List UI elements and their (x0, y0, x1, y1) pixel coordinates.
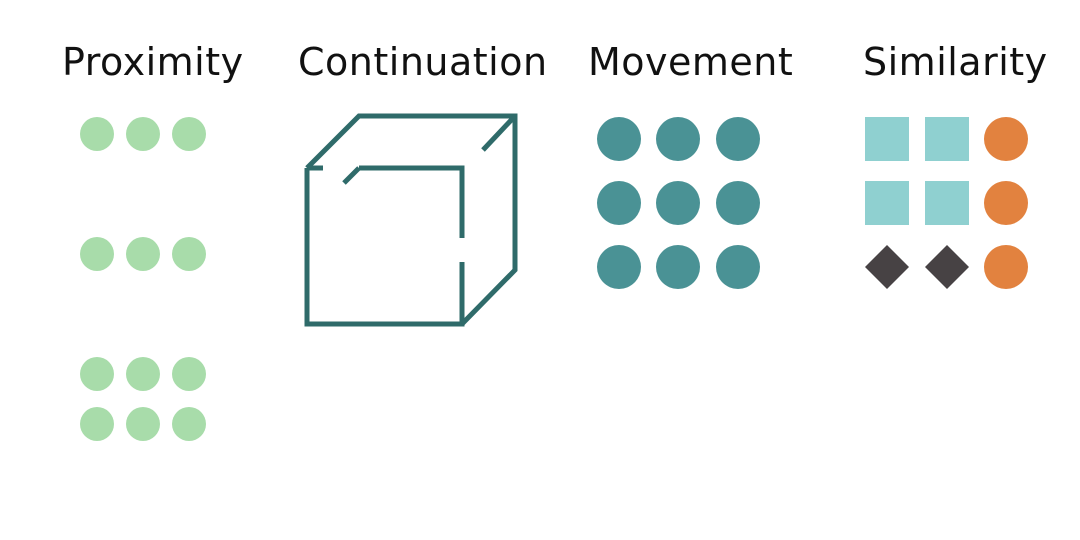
proximity-dot (80, 357, 114, 391)
proximity-title: Proximity (62, 40, 244, 84)
movement-dot (716, 117, 760, 161)
movement-dot (716, 245, 760, 289)
proximity-dot (80, 117, 114, 151)
proximity-dot (172, 357, 206, 391)
proximity-dot (126, 117, 160, 151)
similarity-square (865, 181, 909, 225)
movement-dot-grid (597, 117, 760, 289)
similarity-circle (984, 181, 1028, 225)
continuation-title: Continuation (298, 40, 548, 84)
cube-inner-edge (342, 166, 361, 185)
proximity-dot (172, 407, 206, 441)
similarity-square (925, 181, 969, 225)
proximity-row-group-2 (80, 237, 206, 271)
cube-front-edge (304, 168, 465, 327)
proximity-dot (172, 117, 206, 151)
movement-dot (656, 117, 700, 161)
similarity-diamond (925, 245, 969, 289)
cube-inner-edge (481, 114, 517, 152)
similarity-circle (984, 245, 1028, 289)
continuation-cube (304, 113, 518, 327)
movement-dot (597, 245, 641, 289)
proximity-dot (80, 237, 114, 271)
movement-dot (597, 117, 641, 161)
similarity-square (865, 117, 909, 161)
proximity-row-group-1 (80, 117, 206, 151)
similarity-diamond (865, 245, 909, 289)
similarity-circle (984, 117, 1028, 161)
movement-dot (656, 245, 700, 289)
proximity-dot (126, 237, 160, 271)
movement-dot (656, 181, 700, 225)
similarity-square (925, 117, 969, 161)
proximity-dot-groups (80, 117, 206, 441)
movement-dot (597, 181, 641, 225)
proximity-dot (126, 407, 160, 441)
movement-dot (716, 181, 760, 225)
similarity-shape-grid (865, 117, 1028, 289)
proximity-dot (172, 237, 206, 271)
similarity-title: Similarity (863, 40, 1048, 84)
cube-front-edge (359, 165, 465, 238)
proximity-dot (80, 407, 114, 441)
movement-title: Movement (588, 40, 794, 84)
proximity-dot (126, 357, 160, 391)
proximity-block-group (80, 357, 206, 441)
